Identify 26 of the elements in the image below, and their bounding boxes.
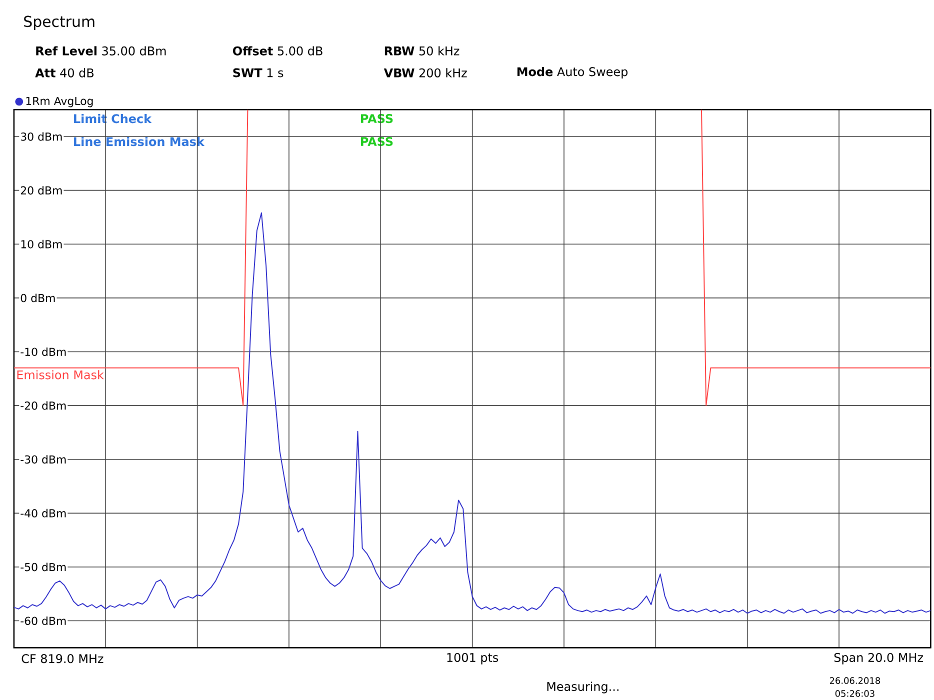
chart-title: Spectrum [24, 16, 94, 30]
text: Mode Auto Sweep [517, 67, 628, 79]
text: 05:26:03 [835, 690, 874, 698]
text: VBW 200 kHz [384, 68, 467, 78]
y-tick-label: 10 dBm [21, 240, 62, 249]
y-tick-label: 30 dBm [20, 132, 62, 142]
series-label: Emission Mask [17, 370, 104, 380]
text: Att 40 dB [35, 68, 94, 78]
text: Offset 5.00 dB [232, 46, 322, 56]
y-tick-label: -50 dBm [20, 562, 66, 572]
text: Ref Level 35.00 dBm [36, 46, 166, 56]
text: SWT 1 s [233, 68, 284, 78]
text: 26.06.2018 [830, 677, 880, 684]
y-tick-label: 20 dBm [20, 186, 62, 195]
legend-label: 1Rm AvgLog [26, 97, 93, 108]
text: Measuring... [547, 682, 618, 694]
text: Span 20.0 MHz [834, 653, 923, 665]
y-tick-label: -30 dBm [20, 455, 66, 464]
y-tick-label: -60 dBm [20, 616, 66, 626]
y-tick-label: -40 dBm [20, 509, 66, 518]
text: CF 819.0 MHz [22, 654, 104, 664]
text: 1001 pts [447, 653, 498, 665]
y-tick-label: -10 dBm [20, 348, 66, 356]
text: RBW 50 kHz [384, 46, 460, 56]
y-tick-label: -20 dBm [20, 402, 66, 410]
y-tick-label: 0 dBm [20, 294, 55, 302]
